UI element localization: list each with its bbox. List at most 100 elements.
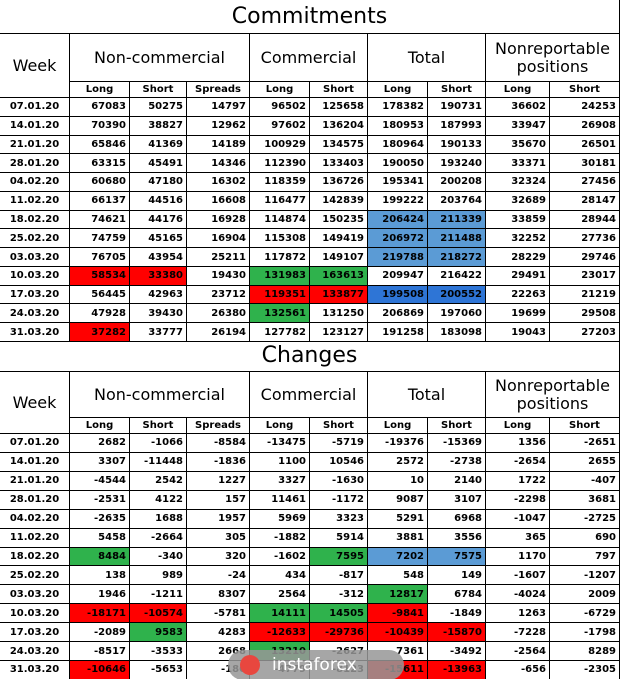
- sub-header: Long: [250, 418, 310, 434]
- value-cell: -2738: [428, 452, 486, 472]
- value-cell: -312: [310, 585, 368, 605]
- value-cell: 33947: [486, 116, 550, 136]
- value-cell: -10439: [368, 623, 428, 643]
- value-cell: 32324: [486, 173, 550, 192]
- value-cell: 39430: [130, 304, 187, 324]
- value-cell: 4122: [130, 490, 187, 510]
- watermark: instaforex: [228, 650, 404, 679]
- sub-header: Long: [250, 82, 310, 98]
- value-cell: 180953: [368, 116, 428, 136]
- value-cell: 2682: [70, 434, 130, 453]
- value-cell: 60680: [70, 173, 130, 192]
- value-cell: 149: [428, 566, 486, 586]
- group-header: Total: [368, 34, 486, 82]
- value-cell: -4024: [486, 585, 550, 605]
- value-cell: -18171: [70, 604, 130, 624]
- value-cell: -15369: [428, 434, 486, 453]
- value-cell: -13475: [250, 434, 310, 453]
- week-cell: 14.01.20: [0, 452, 70, 472]
- value-cell: 7202: [368, 547, 428, 567]
- value-cell: 35670: [486, 135, 550, 155]
- value-cell: -656: [486, 661, 550, 679]
- value-cell: 70390: [70, 116, 130, 136]
- value-cell: 14797: [187, 98, 250, 117]
- value-cell: 193240: [428, 154, 486, 174]
- sub-header: Short: [130, 82, 187, 98]
- sub-header: Short: [310, 82, 368, 98]
- sub-header: Short: [130, 418, 187, 434]
- value-cell: 3307: [70, 452, 130, 472]
- week-cell: 18.02.20: [0, 210, 70, 230]
- value-cell: 66137: [70, 191, 130, 211]
- group-header: Commercial: [250, 34, 368, 82]
- value-cell: 23712: [187, 285, 250, 305]
- value-cell: 74759: [70, 229, 130, 249]
- week-cell: 25.02.20: [0, 566, 70, 586]
- value-cell: 16302: [187, 173, 250, 192]
- watermark-text: instaforex: [272, 655, 357, 675]
- week-cell: 11.02.20: [0, 528, 70, 548]
- value-cell: 3323: [310, 509, 368, 529]
- value-cell: 112390: [250, 154, 310, 174]
- value-cell: 136726: [310, 173, 368, 192]
- value-cell: 134575: [310, 135, 368, 155]
- group-header: Commercial: [250, 372, 368, 418]
- value-cell: 5969: [250, 509, 310, 529]
- value-cell: -2651: [550, 434, 620, 453]
- value-cell: 1356: [486, 434, 550, 453]
- value-cell: 150235: [310, 210, 368, 230]
- value-cell: 5914: [310, 528, 368, 548]
- value-cell: -340: [130, 547, 187, 567]
- sub-header: Spreads: [187, 82, 250, 98]
- value-cell: -2305: [550, 661, 620, 679]
- value-cell: 2140: [428, 471, 486, 491]
- value-cell: 7575: [428, 547, 486, 567]
- value-cell: 22263: [486, 285, 550, 305]
- value-cell: 1170: [486, 547, 550, 567]
- value-cell: 45491: [130, 154, 187, 174]
- value-cell: 149107: [310, 248, 368, 267]
- value-cell: -29736: [310, 623, 368, 643]
- value-cell: 44516: [130, 191, 187, 211]
- value-cell: -24: [187, 566, 250, 586]
- value-cell: 44176: [130, 210, 187, 230]
- week-cell: 31.03.20: [0, 661, 70, 679]
- value-cell: 28944: [550, 210, 620, 230]
- value-cell: 190050: [368, 154, 428, 174]
- value-cell: 36602: [486, 98, 550, 117]
- week-cell: 10.03.20: [0, 266, 70, 286]
- value-cell: 9087: [368, 490, 428, 510]
- value-cell: 1722: [486, 471, 550, 491]
- value-cell: 42963: [130, 285, 187, 305]
- value-cell: 32252: [486, 229, 550, 249]
- value-cell: 116477: [250, 191, 310, 211]
- value-cell: 132561: [250, 304, 310, 324]
- week-cell: 11.02.20: [0, 191, 70, 211]
- value-cell: 47180: [130, 173, 187, 192]
- value-cell: 96502: [250, 98, 310, 117]
- value-cell: 190731: [428, 98, 486, 117]
- value-cell: 138: [70, 566, 130, 586]
- value-cell: 149419: [310, 229, 368, 249]
- value-cell: 183098: [428, 323, 486, 342]
- week-cell: 03.03.20: [0, 248, 70, 267]
- value-cell: 119351: [250, 285, 310, 305]
- value-cell: 320: [187, 547, 250, 567]
- group-header: Non-commercial: [70, 372, 250, 418]
- value-cell: -1047: [486, 509, 550, 529]
- value-cell: -5781: [187, 604, 250, 624]
- value-cell: 16904: [187, 229, 250, 249]
- value-cell: 8307: [187, 585, 250, 605]
- value-cell: -2298: [486, 490, 550, 510]
- value-cell: 10546: [310, 452, 368, 472]
- week-cell: 28.01.20: [0, 154, 70, 174]
- value-cell: 690: [550, 528, 620, 548]
- value-cell: -8584: [187, 434, 250, 453]
- table-title: Changes: [0, 340, 620, 372]
- value-cell: 133877: [310, 285, 368, 305]
- value-cell: -2564: [486, 642, 550, 662]
- value-cell: 16928: [187, 210, 250, 230]
- value-cell: -1607: [486, 566, 550, 586]
- sub-header: Short: [550, 418, 620, 434]
